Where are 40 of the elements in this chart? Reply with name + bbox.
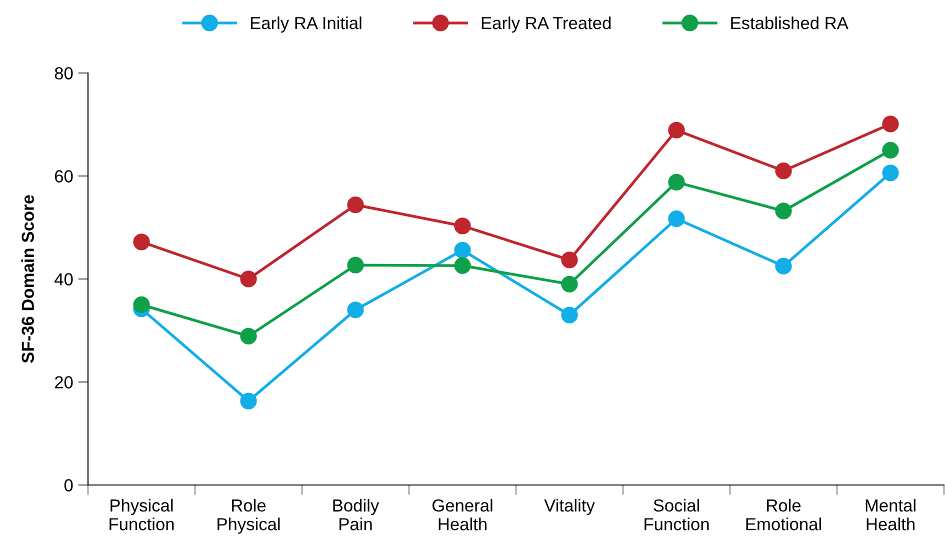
y-axis-title: SF-36 Domain Score [21,195,34,363]
legend-label: Early RA Treated [482,16,611,33]
x-tick-label: Mental Health [866,498,916,530]
point [133,296,150,314]
point [775,258,792,274]
y-tick-label: 80 [54,67,73,80]
point [775,202,792,220]
point [775,162,792,180]
point [882,116,899,132]
point [133,234,150,250]
x-tick-label: Social Function [644,498,709,530]
point [561,276,578,292]
x-tick-label: Vitality [544,498,595,516]
x-tick-label: Role Physical [218,498,280,534]
point [668,122,685,138]
x-tick-label: Physical Function [110,498,174,530]
point [882,142,899,159]
point [668,174,685,191]
point [454,242,471,258]
point [454,257,471,274]
legend-label: Early RA Initial [250,16,362,33]
point [347,196,364,214]
y-tick-label: 60 [54,170,73,182]
x-tick-label: Bodily Pain [333,498,380,530]
point [668,210,685,228]
legend-label: Established RA [731,16,848,30]
point [347,256,364,274]
x-tick-label: General Health [432,498,492,530]
point [882,164,899,182]
y-tick-label: 20 [54,376,73,388]
point [347,302,364,318]
y-tick-label: 0 [64,479,73,492]
point [240,328,257,344]
point [240,270,257,288]
point [561,252,578,268]
point [561,306,578,324]
y-tick-label: 40 [54,273,73,286]
point [240,392,257,410]
point [454,218,471,234]
x-tick-label: Role Emotional [746,498,821,530]
